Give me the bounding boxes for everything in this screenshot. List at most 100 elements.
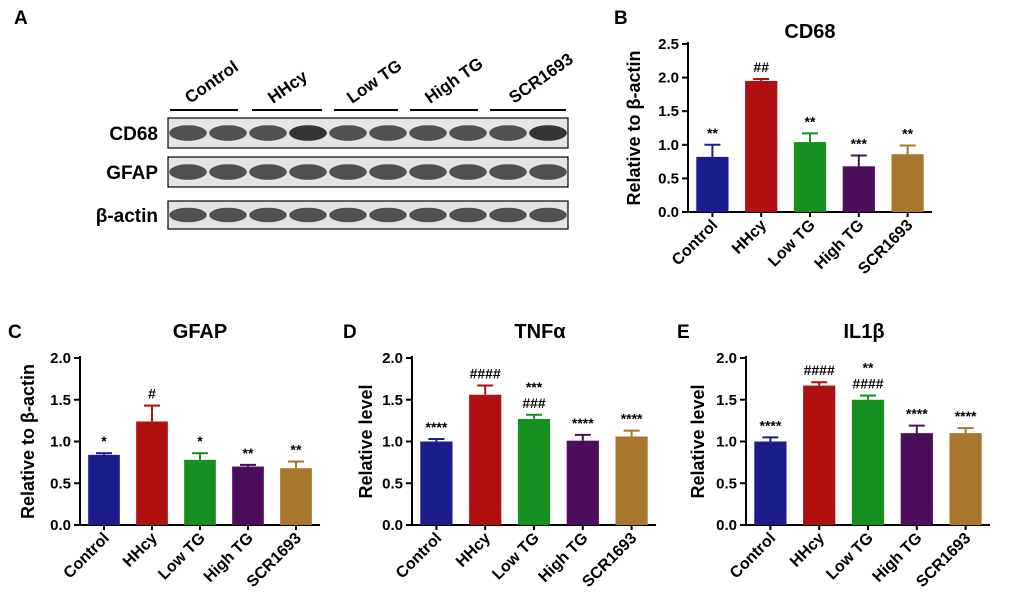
category-label-cd68-low-tg: Low TG bbox=[765, 217, 818, 270]
band-cd68-lane-1 bbox=[169, 125, 207, 141]
panel-label-d: D bbox=[343, 322, 357, 343]
y-tick-label-cd68-2-5: 2.5 bbox=[658, 36, 679, 53]
panel-label-c: C bbox=[8, 322, 22, 343]
significance-gfap-control-1: * bbox=[101, 433, 107, 449]
bar-gfap-scr1693 bbox=[280, 468, 312, 525]
category-label-gfap-control: Control bbox=[61, 530, 113, 582]
y-axis-label-il1: Relative level bbox=[688, 384, 708, 498]
chart-gfap: GFAP Relative to β-actin 0.0 0.5 1.0 1.5 2.0 Co… bbox=[18, 321, 320, 591]
band-cd68-lane-8 bbox=[449, 125, 487, 141]
y-tick-label-il1-1-0: 1.0 bbox=[716, 434, 737, 451]
band-cd68-lane-9 bbox=[489, 125, 527, 141]
bar-tnf-scr1693 bbox=[615, 436, 648, 525]
group-label-low-tg: Low TG bbox=[343, 56, 405, 107]
y-tick-label-tnf-2-0: 2.0 bbox=[382, 350, 403, 367]
bar-il1-scr1693 bbox=[949, 433, 982, 525]
band-gfap-lane-7 bbox=[409, 164, 447, 180]
significance-il1-scr1693-1: **** bbox=[955, 408, 977, 424]
band-gfap-lane-2 bbox=[209, 164, 247, 180]
y-tick-label-gfap-2-0: 2.0 bbox=[50, 350, 71, 367]
band-cd68-lane-7 bbox=[409, 125, 447, 141]
significance-il1-hhcy-1: #### bbox=[804, 362, 835, 378]
bar-il1-hhcy bbox=[803, 385, 836, 525]
category-label-cd68-hhcy: HHcy bbox=[729, 217, 770, 258]
band-gfap-lane-10 bbox=[529, 164, 567, 180]
y-tick-label-cd68-2-0: 2.0 bbox=[658, 70, 679, 87]
bar-il1-high-tg bbox=[900, 433, 933, 525]
panel-label-b: B bbox=[614, 8, 628, 29]
y-tick-label-tnf-0-0: 0.0 bbox=[382, 517, 403, 534]
significance-tnf-high-tg-1: **** bbox=[572, 415, 594, 431]
band-actin-lane-7 bbox=[409, 207, 447, 223]
band-actin-lane-6 bbox=[369, 207, 407, 223]
y-tick-label-cd68-0-0: 0.0 bbox=[658, 204, 679, 221]
y-tick-label-gfap-1-0: 1.0 bbox=[50, 434, 71, 451]
band-actin-lane-10 bbox=[529, 207, 567, 223]
y-tick-label-gfap-1-5: 1.5 bbox=[50, 392, 71, 409]
band-actin-lane-1 bbox=[169, 207, 207, 223]
group-label-high-tg: High TG bbox=[421, 54, 486, 107]
significance-cd68-hhcy-1: ## bbox=[753, 59, 769, 75]
y-tick-label-tnf-0-5: 0.5 bbox=[382, 475, 403, 492]
group-label-hhcy: HHcy bbox=[264, 66, 311, 107]
bar-il1-control bbox=[754, 441, 787, 525]
bar-gfap-hhcy bbox=[136, 421, 168, 525]
band-cd68-lane-2 bbox=[209, 125, 247, 141]
band-actin-lane-4 bbox=[289, 207, 327, 223]
bar-cd68-high-tg bbox=[842, 166, 875, 212]
bar-il1-low-tg bbox=[851, 399, 885, 525]
significance-tnf-low-tg-2: ### bbox=[522, 395, 546, 411]
bar-tnf-low-tg bbox=[517, 418, 551, 525]
band-cd68-lane-5 bbox=[329, 125, 367, 141]
y-tick-label-il1-0-5: 0.5 bbox=[716, 475, 737, 492]
bar-cd68-scr1693 bbox=[891, 154, 924, 212]
significance-cd68-low-tg-1: ** bbox=[805, 113, 816, 129]
category-label-gfap-hhcy: HHcy bbox=[120, 530, 161, 571]
band-gfap-lane-9 bbox=[489, 164, 527, 180]
bar-gfap-low-tg bbox=[184, 459, 216, 525]
significance-gfap-high-tg-1: ** bbox=[243, 445, 254, 461]
category-label-tnf-control: Control bbox=[393, 530, 445, 582]
significance-gfap-hhcy-1: # bbox=[148, 386, 156, 402]
y-tick-label-il1-0-0: 0.0 bbox=[716, 517, 737, 534]
group-label-control: Control bbox=[181, 57, 241, 107]
y-axis-label-gfap: Relative to β-actin bbox=[18, 364, 38, 519]
chart-il1b: IL1β Relative level 0.0 0.5 1.0 1.5 2.0 Control… bbox=[688, 321, 990, 591]
western-blot: Control HHcy Low TG High TG SCR1693 CD68 GFAP β… bbox=[96, 49, 577, 230]
significance-gfap-scr1693-1: ** bbox=[291, 442, 302, 458]
y-tick-label-gfap-0-0: 0.0 bbox=[50, 517, 71, 534]
y-tick-label-tnf-1-0: 1.0 bbox=[382, 434, 403, 451]
category-label-gfap-low-tg: Low TG bbox=[155, 530, 208, 583]
bar-cd68-low-tg bbox=[793, 142, 827, 212]
band-cd68-lane-6 bbox=[369, 125, 407, 141]
y-tick-label-cd68-1-5: 1.5 bbox=[658, 103, 679, 120]
chart-tnfa: TNFα Relative level 0.0 0.5 1.0 1.5 2.0 Control… bbox=[356, 321, 656, 591]
significance-il1-low-tg-2: #### bbox=[852, 376, 883, 392]
band-gfap-lane-1 bbox=[169, 164, 207, 180]
panel-label-e: E bbox=[677, 322, 690, 343]
significance-il1-control-1: **** bbox=[760, 417, 782, 433]
bar-cd68-control bbox=[696, 156, 729, 212]
group-label-scr1693: SCR1693 bbox=[505, 49, 576, 107]
band-actin-lane-5 bbox=[329, 207, 367, 223]
significance-tnf-scr1693-1: **** bbox=[621, 411, 643, 427]
bar-gfap-control bbox=[88, 454, 120, 525]
significance-tnf-hhcy-1: #### bbox=[470, 366, 501, 382]
y-tick-label-gfap-0-5: 0.5 bbox=[50, 475, 71, 492]
chart-title-il1: IL1β bbox=[843, 321, 884, 343]
bar-tnf-control bbox=[420, 441, 453, 525]
band-cd68-lane-4 bbox=[289, 125, 327, 141]
significance-cd68-control-1: ** bbox=[707, 125, 718, 141]
y-tick-label-tnf-1-5: 1.5 bbox=[382, 392, 403, 409]
category-label-il1-hhcy: HHcy bbox=[787, 530, 828, 571]
chart-title-cd68: CD68 bbox=[784, 21, 835, 43]
category-label-il1-low-tg: Low TG bbox=[823, 530, 876, 583]
significance-tnf-control-1: **** bbox=[426, 419, 448, 435]
blot-row-label-actin: β-actin bbox=[96, 206, 158, 227]
significance-cd68-high-tg-1: *** bbox=[851, 136, 868, 152]
band-gfap-lane-6 bbox=[369, 164, 407, 180]
band-actin-lane-2 bbox=[209, 207, 247, 223]
significance-tnf-low-tg-1: *** bbox=[526, 379, 543, 395]
chart-cd68: CD68 Relative to β-actin 0.0 0.5 1.0 1.5 2.0 2.… bbox=[624, 21, 932, 278]
